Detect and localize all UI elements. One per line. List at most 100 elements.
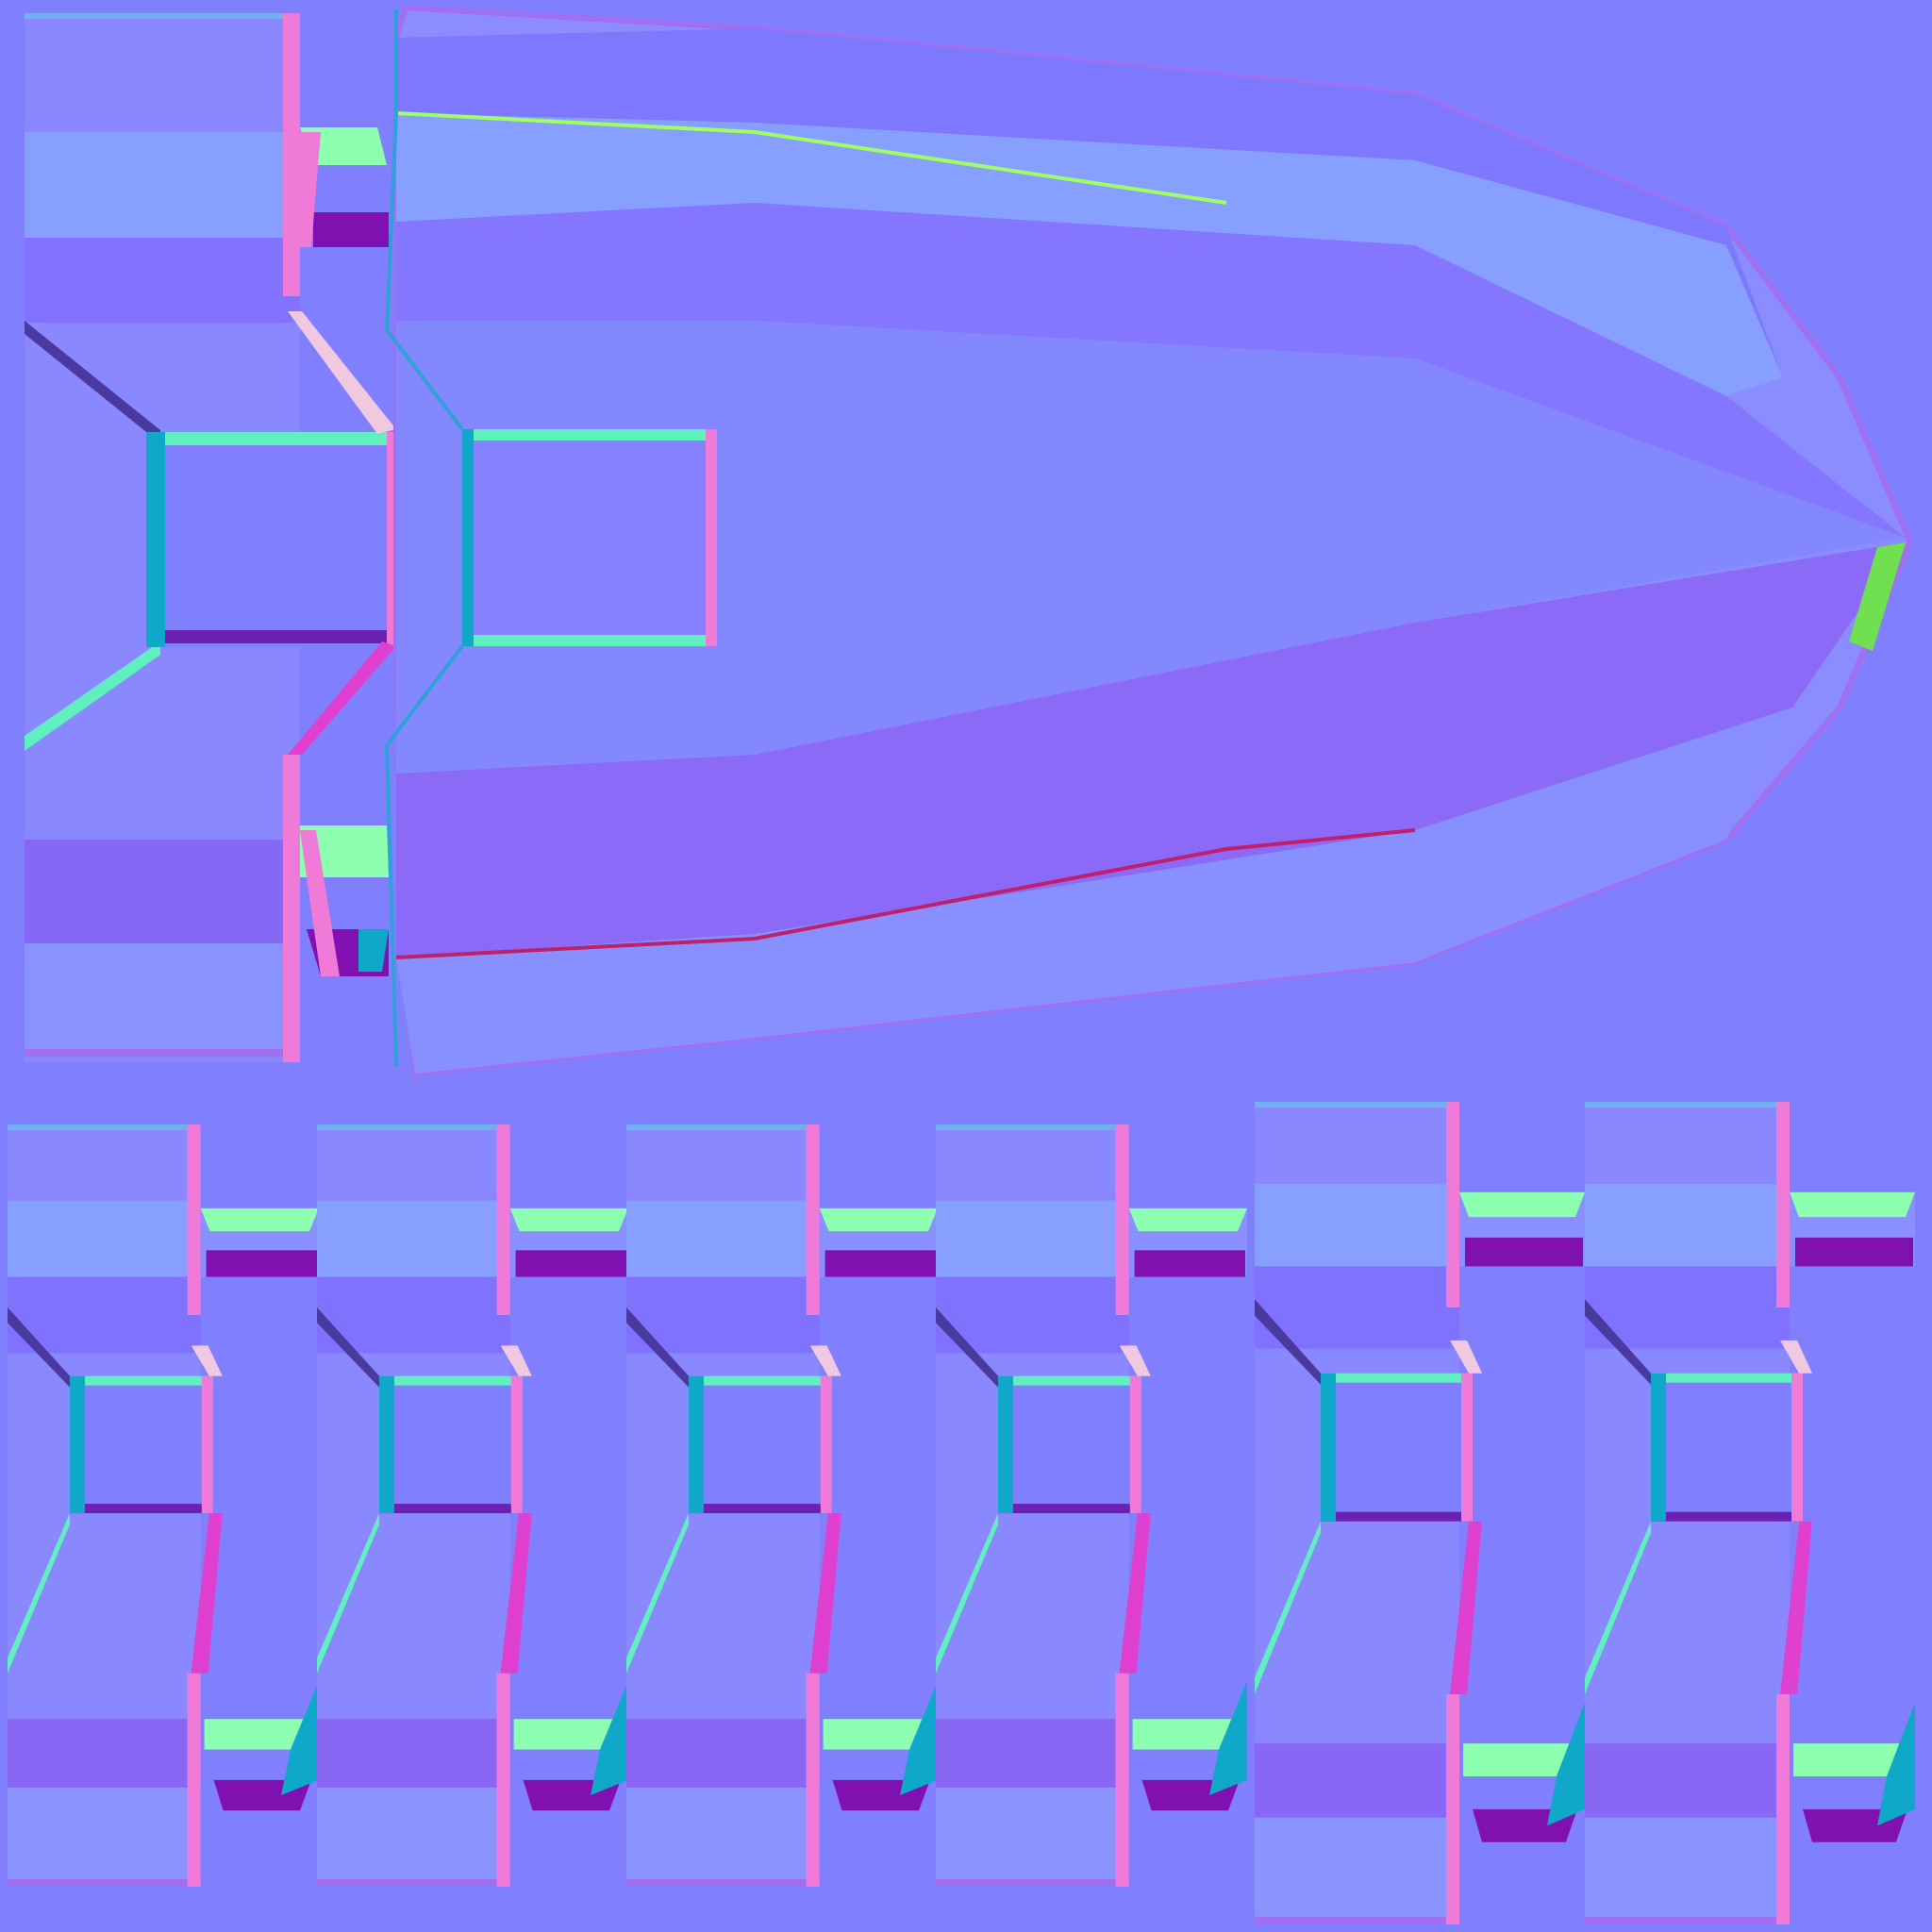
strip-link-2-rim-bottom: [317, 1879, 510, 1887]
strip-link-6-edge-bottom: [1776, 1693, 1790, 1924]
strip-link-5-link-lower-diag: [1450, 1521, 1482, 1694]
strip-link-2-window-left: [379, 1375, 394, 1514]
strip-link-3-lower-dark: [626, 1719, 820, 1788]
strip-link-1-window-left: [70, 1375, 85, 1514]
strip-link-1-bottom-band: [8, 1787, 201, 1879]
strip-link-4-upper-dark: [936, 1276, 1129, 1354]
strip-link-3-cup-top-rim: [819, 1208, 938, 1232]
strip-link-1-link-upper-diag: [191, 1345, 223, 1376]
strip-link-4-window-top: [998, 1375, 1141, 1386]
strip-link-5-edge-bottom: [1446, 1693, 1459, 1924]
strip-link-6-rim-bottom: [1585, 1917, 1790, 1924]
strip-link-5-edge-top: [1446, 1102, 1459, 1307]
strip-link-3-cup-top-shadow: [824, 1250, 936, 1277]
strip-link-5-upper-dark: [1255, 1266, 1459, 1349]
strip-link-4-cup-bottom-side: [1209, 1680, 1247, 1796]
strip-link-4-window-bottom: [998, 1504, 1141, 1514]
strip-link-1-cup-bottom-side: [281, 1680, 319, 1796]
strip-link-1-cup-top-shadow: [206, 1250, 317, 1277]
strip-link-4-bottom-band: [936, 1787, 1129, 1879]
strip-link-6-bevel-upper: [1585, 1299, 1651, 1385]
strip-link-1-cup-top-rim: [200, 1208, 319, 1232]
strip-link-4-link-lower-diag: [1119, 1513, 1151, 1674]
strip-link-2-edge-bottom: [496, 1673, 510, 1887]
strip-link-6-link-upper-diag: [1780, 1340, 1812, 1374]
strip-link-5-window: [1321, 1373, 1473, 1522]
top-chain-link: [25, 13, 402, 1062]
strip-link-3-window-left: [689, 1375, 704, 1514]
strip-link-6-cup-top-rim: [1790, 1191, 1915, 1218]
strip-link-3-window-right: [820, 1375, 832, 1514]
strip-link-2-edge-top: [496, 1124, 510, 1315]
strip-link-6-top-band: [1585, 1184, 1790, 1267]
strip-link-2-rim-top: [317, 1124, 510, 1130]
strip-link-5-window-bottom: [1321, 1511, 1473, 1522]
strip-link-1-bevel-lower: [8, 1513, 70, 1674]
strip-link-4-bevel-lower: [936, 1513, 998, 1674]
strip-link-3-window-top: [689, 1375, 832, 1386]
strip-link-5-bottom-band: [1255, 1817, 1459, 1917]
strip-link-5-window-right: [1461, 1373, 1473, 1522]
bottom-chain-strip: [8, 1102, 1915, 1924]
strip-link-5-top-band: [1255, 1184, 1459, 1267]
strip-link-2-link-upper-diag: [500, 1345, 532, 1376]
link-lower-band-dark: [25, 840, 300, 943]
strip-link-5-cup-top-shadow: [1465, 1237, 1583, 1267]
strip-link-3-window-bottom: [689, 1504, 832, 1514]
link-bottom-band: [25, 943, 300, 1055]
strip-link-6-window-top: [1651, 1373, 1803, 1383]
strip-link-2-window: [379, 1375, 523, 1514]
strip-link-2-lower-dark: [317, 1719, 510, 1788]
strip-link-6-edge-top: [1776, 1102, 1790, 1307]
strip-link-6-bottom-band: [1585, 1817, 1790, 1917]
strip-link-4-window: [998, 1375, 1141, 1514]
strip-link-3-cup-bottom-side: [900, 1680, 938, 1796]
link-window: [146, 432, 401, 647]
strip-link-5-cup-bottom-side: [1547, 1702, 1585, 1826]
strip-link-4-top-band: [936, 1200, 1129, 1277]
strip-link-5-link-upper-diag: [1450, 1340, 1482, 1374]
strip-link-6-link-lower-diag: [1780, 1521, 1812, 1694]
strip-link-2-cup-top-shadow: [515, 1250, 626, 1277]
strip-link-3-rim-top: [626, 1124, 820, 1130]
strip-link-6-cup-top-shadow: [1795, 1237, 1913, 1267]
strip-link-4-rim-top: [936, 1124, 1129, 1130]
strip-link-2-upper-dark: [317, 1276, 510, 1354]
strip-link-5-lower-dark: [1255, 1743, 1459, 1818]
strip-link-5-window-left: [1321, 1373, 1336, 1522]
strip-link-4-rim-bottom: [936, 1879, 1129, 1887]
strip-link-5-bevel-lower: [1255, 1521, 1321, 1694]
strip-link-3-bevel-lower: [626, 1513, 689, 1674]
strip-link-2-cup-top-rim: [509, 1208, 628, 1232]
strip-link-3-top-band: [626, 1200, 820, 1277]
link-top-band: [25, 132, 300, 238]
strip-link-6-cup-bottom-side: [1877, 1702, 1915, 1826]
strip-link-2-bevel-lower: [317, 1513, 379, 1674]
strip-link-1-edge-bottom: [187, 1673, 201, 1887]
strip-link-2-bottom-band: [317, 1787, 510, 1879]
strip-link-2-window-bottom: [379, 1504, 523, 1514]
strip-link-3-rim-bottom: [626, 1879, 820, 1887]
strip-link-4-window-left: [998, 1375, 1013, 1514]
shell-window: [462, 429, 717, 646]
strip-link-6-window-bottom: [1651, 1511, 1803, 1522]
strip-link-4-edge-top: [1115, 1124, 1129, 1315]
strip-link-6-window-right: [1791, 1373, 1803, 1522]
strip-link-3-bottom-band: [626, 1787, 820, 1879]
strip-link-1-rim-top: [8, 1124, 201, 1130]
strip-link-3-bevel-upper: [626, 1307, 689, 1388]
strip-link-1-top-band: [8, 1200, 201, 1277]
strip-link-3-edge-top: [806, 1124, 820, 1315]
strip-link-4-bevel-upper: [936, 1307, 998, 1388]
strip-link-1-window: [70, 1375, 213, 1514]
strip-link-1-bevel-upper: [8, 1307, 70, 1388]
strip-link-6-window-left: [1651, 1373, 1666, 1522]
strip-link-6-upper-dark: [1585, 1266, 1790, 1349]
strip-link-2-bevel-upper: [317, 1307, 379, 1388]
strip-link-6-rim-top: [1585, 1102, 1790, 1108]
strip-link-1-window-bottom: [70, 1504, 213, 1514]
strip-link-2-cup-bottom-side: [591, 1680, 628, 1796]
bullet-shell: [384, 4, 1914, 1077]
strip-link-4-lower-dark: [936, 1719, 1129, 1788]
strip-link-1-upper-dark: [8, 1276, 201, 1354]
